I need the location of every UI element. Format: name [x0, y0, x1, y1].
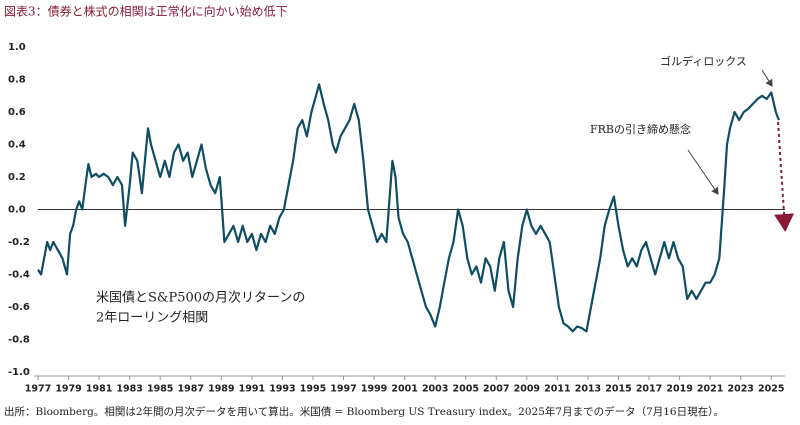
x-tick-label: 2013 — [575, 384, 601, 395]
series-line — [37, 83, 780, 333]
y-tick-label: 0.8 — [8, 75, 26, 86]
y-tick-label: -0.4 — [8, 270, 30, 281]
annotation: FRBの引き締め懸念 — [590, 122, 691, 136]
trend-arrow — [774, 121, 795, 232]
x-tick-label: 2021 — [697, 384, 723, 395]
x-tick-label: 1983 — [116, 384, 142, 395]
y-tick-label: -0.2 — [8, 237, 30, 248]
x-tick-label: 1985 — [147, 384, 173, 395]
x-tick-label: 2005 — [453, 384, 479, 395]
chart-title: 図表3：債券と株式の相関は正常化に向かい始め低下 — [4, 4, 288, 19]
x-tick-label: 1977 — [25, 384, 51, 395]
x-tick-label: 2007 — [483, 384, 509, 395]
x-tick-label: 2017 — [636, 384, 662, 395]
x-tick-label: 2003 — [422, 384, 448, 395]
x-tick-label: 1991 — [239, 384, 265, 395]
x-tick-label: 2015 — [605, 384, 631, 395]
arrow — [761, 69, 773, 87]
x-tick-label: 2011 — [544, 384, 570, 395]
y-tick-label: 1.0 — [8, 42, 26, 53]
x-tick-label: 2023 — [727, 384, 753, 395]
annotation: ゴルディロックス — [660, 54, 747, 68]
x-tick-label: 2001 — [391, 384, 417, 395]
y-tick-label: 0.4 — [8, 140, 26, 151]
y-tick-label: -0.8 — [8, 335, 30, 346]
y-tick-label: -1.0 — [8, 367, 30, 378]
arrow — [687, 149, 719, 195]
annotation: 米国債とS&P500の月次リターンの — [96, 290, 305, 306]
x-tick-label: 2025 — [758, 384, 784, 395]
x-tick-label: 2009 — [514, 384, 540, 395]
x-tick-label: 1993 — [269, 384, 295, 395]
x-tick-label: 1979 — [55, 384, 81, 395]
y-tick-label: 0.2 — [8, 172, 26, 183]
x-tick-label: 2019 — [666, 384, 692, 395]
x-tick-label: 1989 — [208, 384, 234, 395]
annotation: 2年ローリング相関 — [96, 311, 208, 326]
x-tick-label: 1981 — [86, 384, 112, 395]
y-tick-label: -0.6 — [8, 302, 30, 313]
y-tick-label: 0.0 — [8, 205, 26, 216]
y-tick-label: 0.6 — [8, 107, 26, 118]
footnote: 出所：Bloomberg。相関は2年間の月次データを用いて算出。米国債 = Bl… — [4, 405, 724, 418]
x-tick-label: 1995 — [300, 384, 326, 395]
x-tick-label: 1997 — [330, 384, 356, 395]
x-tick-label: 1987 — [178, 384, 204, 395]
x-tick-label: 1999 — [361, 384, 387, 395]
